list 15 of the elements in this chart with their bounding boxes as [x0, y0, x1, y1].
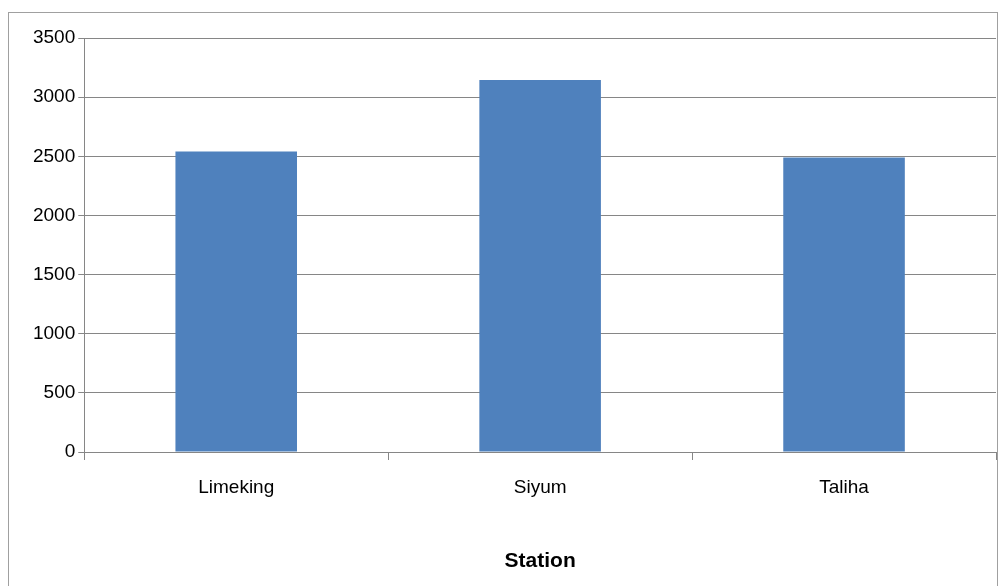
x-tick-label: Limeking — [198, 475, 275, 497]
y-tick-label: 1000 — [32, 321, 76, 343]
bar — [175, 151, 298, 452]
y-tick-label: 0 — [64, 440, 76, 462]
x-tick-label: Taliha — [819, 475, 870, 497]
bar — [479, 79, 601, 452]
y-tick-label: 1500 — [32, 262, 76, 284]
y-tick-label: 3000 — [32, 85, 76, 107]
bar — [783, 157, 905, 452]
y-tick-label: 3500 — [32, 26, 76, 48]
x-axis-title: Station — [504, 548, 576, 572]
y-tick-label: 2000 — [32, 203, 76, 225]
y-tick-label: 2500 — [32, 144, 76, 166]
y-tick-label: 500 — [43, 381, 76, 403]
x-tick-label: Siyum — [513, 475, 567, 497]
